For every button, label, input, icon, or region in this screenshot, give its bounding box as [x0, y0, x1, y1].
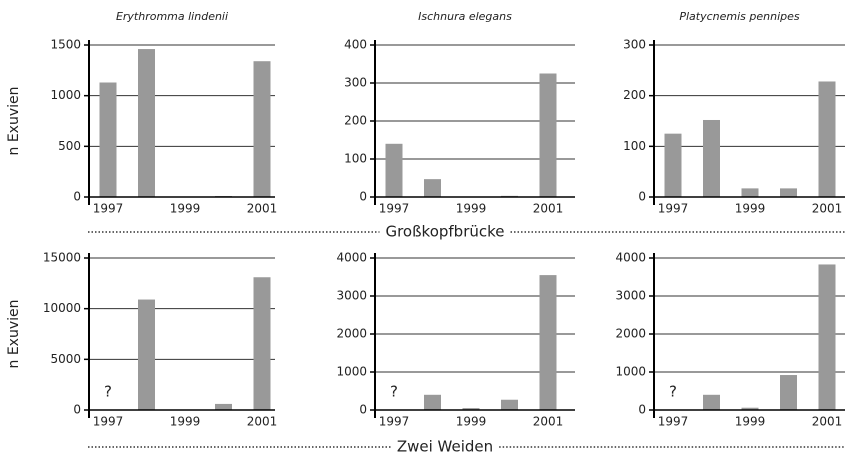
y-tick-label: 4000: [615, 251, 646, 265]
y-tick-label: 1000: [336, 365, 367, 379]
bar: [741, 188, 759, 197]
y-tick-label: 300: [623, 38, 646, 52]
x-tick-label: 1999: [456, 415, 487, 429]
y-tick-label: 0: [73, 190, 81, 204]
bar: [99, 82, 117, 197]
bar: [385, 143, 403, 197]
y-tick-label: 10000: [43, 301, 81, 315]
y-tick-label: 0: [359, 403, 367, 417]
bar: [138, 49, 155, 198]
y-tick-label: 0: [73, 403, 81, 417]
y-tick-label: 4000: [336, 251, 367, 265]
x-tick-label: 1999: [170, 202, 201, 216]
y-tick-label: 500: [58, 139, 81, 153]
y-tick-label: 0: [638, 190, 646, 204]
x-tick-label: 1997: [658, 202, 689, 216]
bar: [780, 188, 797, 197]
y-tick-label: 1000: [50, 88, 81, 102]
bar: [424, 394, 441, 410]
y-tick-label: 300: [344, 76, 367, 90]
x-tick-label: 2001: [247, 202, 278, 216]
bar: [703, 119, 720, 197]
y-tick-label: 200: [344, 114, 367, 128]
y-tick-label: 5000: [50, 352, 81, 366]
x-tick-label: 1999: [456, 202, 487, 216]
x-tick-label: 2001: [533, 202, 564, 216]
y-tick-label: 100: [344, 152, 367, 166]
bar: [424, 179, 441, 197]
x-tick-label: 1999: [170, 415, 201, 429]
bar: [780, 375, 797, 410]
y-tick-label: 100: [623, 139, 646, 153]
x-tick-label: 1999: [735, 202, 766, 216]
y-axis-label: n Exuvien: [6, 87, 22, 156]
bar: [253, 61, 271, 197]
bar: [741, 407, 759, 410]
y-tick-label: 0: [359, 190, 367, 204]
chart-title: Ischnura elegans: [418, 10, 512, 23]
bar: [462, 408, 480, 410]
x-tick-label: 2001: [247, 415, 278, 429]
bar: [539, 275, 557, 410]
bar: [664, 133, 682, 197]
y-tick-label: 200: [623, 88, 646, 102]
section-label: Großkopfbrücke: [385, 223, 504, 241]
bar: [818, 81, 836, 197]
bar: [818, 264, 836, 410]
y-tick-label: 2000: [615, 327, 646, 341]
bar: [138, 299, 155, 410]
y-tick-label: 0: [638, 403, 646, 417]
bar: [703, 394, 720, 410]
x-tick-label: 1997: [379, 202, 410, 216]
x-tick-label: 1997: [379, 415, 410, 429]
bar: [501, 399, 518, 410]
chart-title: Platycnemis pennipes: [679, 10, 800, 23]
y-tick-label: 400: [344, 38, 367, 52]
x-tick-label: 1997: [93, 415, 124, 429]
annotation: ?: [390, 383, 398, 401]
x-tick-label: 1997: [93, 202, 124, 216]
y-tick-label: 2000: [336, 327, 367, 341]
y-axis-label: n Exuvien: [6, 300, 22, 369]
section-label: Zwei Weiden: [397, 438, 493, 456]
x-tick-label: 2001: [812, 202, 843, 216]
y-tick-label: 1000: [615, 365, 646, 379]
annotation: ?: [104, 383, 112, 401]
x-tick-label: 2001: [533, 415, 564, 429]
x-tick-label: 1999: [735, 415, 766, 429]
annotation: ?: [669, 383, 677, 401]
chart-title: Erythromma lindenii: [116, 10, 228, 23]
y-tick-label: 1500: [50, 38, 81, 52]
bar: [539, 73, 557, 197]
x-tick-label: 2001: [812, 415, 843, 429]
x-tick-label: 1997: [658, 415, 689, 429]
y-tick-label: 3000: [336, 289, 367, 303]
y-tick-label: 15000: [43, 251, 81, 265]
bar: [215, 403, 232, 410]
y-tick-label: 3000: [615, 289, 646, 303]
bar: [253, 277, 271, 410]
